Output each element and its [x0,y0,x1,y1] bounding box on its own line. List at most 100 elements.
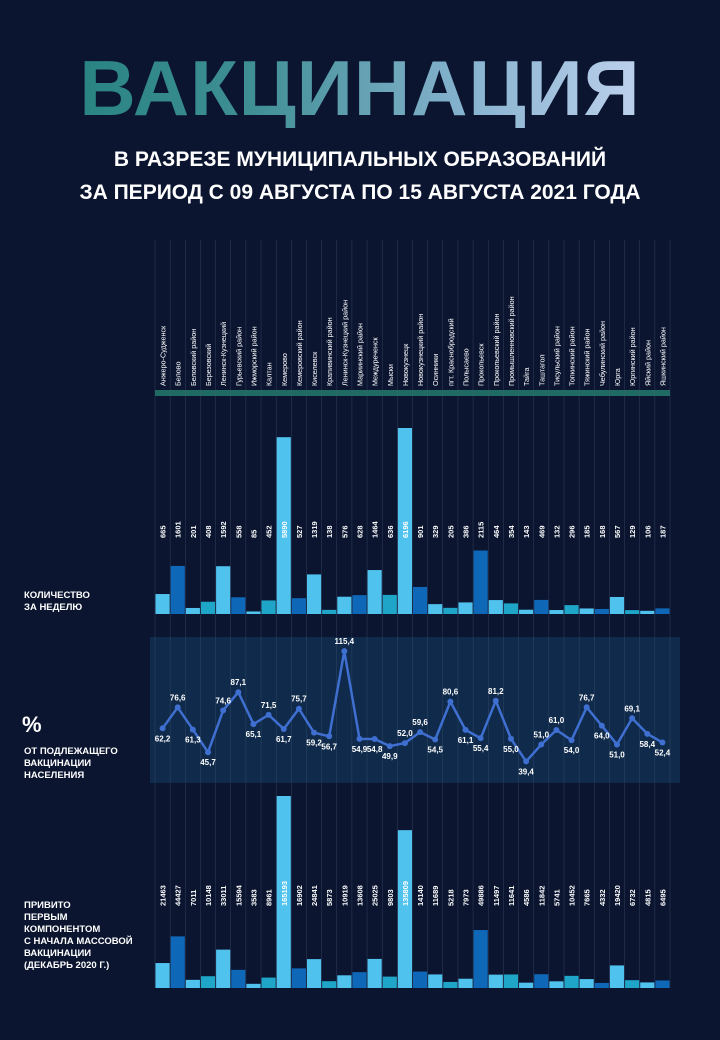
percent-point [295,705,302,712]
total-value-label: 3583 [249,889,258,906]
category-label: Гурьевский район [234,327,243,386]
weekly-value-label: 386 [462,525,471,538]
weekly-bar [579,608,594,614]
total-bar [488,974,503,988]
percent-value-label: 61,0 [549,716,565,725]
total-value-label: 4332 [598,889,607,906]
category-label: Тисульский район [552,326,561,386]
total-value-label: 5873 [325,889,334,906]
weekly-bar [185,607,200,614]
category-label: Новокузнецк [401,343,410,386]
percent-point [386,743,393,750]
percent-point [432,736,439,743]
percent-point [371,736,378,743]
percent-panel [150,637,680,783]
category-label: Чебулинский район [598,321,607,386]
total-value-label: 10452 [568,885,577,906]
category-label: Березовский [204,344,213,386]
percent-point [462,726,469,733]
total-bar [155,963,170,988]
total-bar [579,979,594,988]
weekly-value-label: 1592 [219,521,228,538]
percent-point [235,689,242,696]
weekly-bar [276,437,291,614]
percent-value-label: 54,5 [427,745,443,754]
percent-value-label: 45,7 [200,758,216,767]
total-value-label: 4586 [522,889,531,906]
total-bar [246,983,261,988]
percent-point [280,726,287,733]
percent-symbol: % [22,712,42,737]
total-label-line: (ДЕКАБРЬ 2020 Г.) [24,960,110,971]
percent-point [613,741,620,748]
total-label-line: КОМПОНЕНТОМ [24,924,101,935]
weekly-bar [246,611,261,614]
category-label: Таштагол [537,354,546,386]
weekly-bar [382,594,397,614]
weekly-bar [488,600,503,614]
percent-series-line [161,650,664,764]
weekly-bar [519,609,534,614]
category-label: Кемеровский район [295,320,304,386]
weekly-bar [231,597,246,614]
total-value-label: 8961 [265,889,274,906]
percent-point [583,704,590,711]
total-label-line: ПРИВИТО [24,900,71,911]
weekly-value-label: 567 [613,525,622,538]
total-bar [261,977,276,988]
percent-point [659,739,666,746]
category-label: Ижморский район [249,326,258,386]
percent-value-label: 61,3 [185,736,201,745]
total-bar [306,959,322,988]
weekly-value-label: 1464 [371,520,380,538]
total-value-label: 10148 [204,885,213,906]
total-value-label: 6732 [628,889,637,906]
category-label: Промышленновский район [507,296,516,386]
total-bar [216,949,231,988]
total-value-label: 7011 [189,890,198,906]
total-value-label: 25025 [371,885,380,906]
weekly-bar [443,607,458,614]
percent-point [644,730,651,737]
category-label: Прокопьевский район [492,313,501,386]
percent-value-label: 51,0 [533,731,549,740]
total-bar [519,982,534,988]
percent-value-label: 65,1 [246,730,262,739]
category-label: Мариинский район [355,323,364,386]
weekly-bar [352,595,367,614]
total-bar [564,975,579,988]
subtitle-line-1: В РАЗРЕЗЕ МУНИЦИПАЛЬНЫХ ОБРАЗОВАНИЙ [113,148,607,171]
percent-point [356,735,363,742]
total-value-label: 15594 [234,884,243,906]
category-label: Белово [174,362,183,386]
total-bar [655,980,670,988]
percent-label-line: ОТ ПОДЛЕЖАЩЕГО [24,746,118,757]
weekly-value-label: 296 [568,525,577,538]
percent-value-label: 80,6 [443,688,459,697]
percent-value-label: 76,6 [170,693,186,702]
weekly-value-label: 469 [537,525,546,538]
weekly-bar [155,594,170,614]
percent-point [174,704,181,711]
percent-point [401,740,408,747]
total-value-label: 11641 [507,886,516,906]
category-label: Юрга [613,368,622,386]
percent-point [523,758,530,765]
weekly-bar [640,610,655,614]
category-label: Полысаево [462,348,471,386]
percent-point [250,721,257,728]
weekly-value-label: 329 [431,525,440,538]
percent-value-label: 76,7 [579,693,595,702]
weekly-bar [609,596,625,614]
percent-value-label: 51,0 [609,751,625,760]
percent-value-label: 115,4 [335,637,355,646]
percent-point [477,735,484,742]
weekly-bar [473,550,488,614]
weekly-value-label: 5890 [280,521,289,538]
percent-value-label: 62,2 [155,734,171,743]
total-value-label: 4815 [643,889,652,906]
weekly-bar [367,570,382,614]
category-label: пгт. Краснобродский [446,318,455,386]
weekly-value-label: 636 [386,525,395,538]
total-bar [231,969,246,988]
